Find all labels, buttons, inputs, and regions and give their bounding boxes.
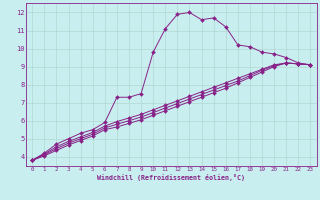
- X-axis label: Windchill (Refroidissement éolien,°C): Windchill (Refroidissement éolien,°C): [97, 174, 245, 181]
